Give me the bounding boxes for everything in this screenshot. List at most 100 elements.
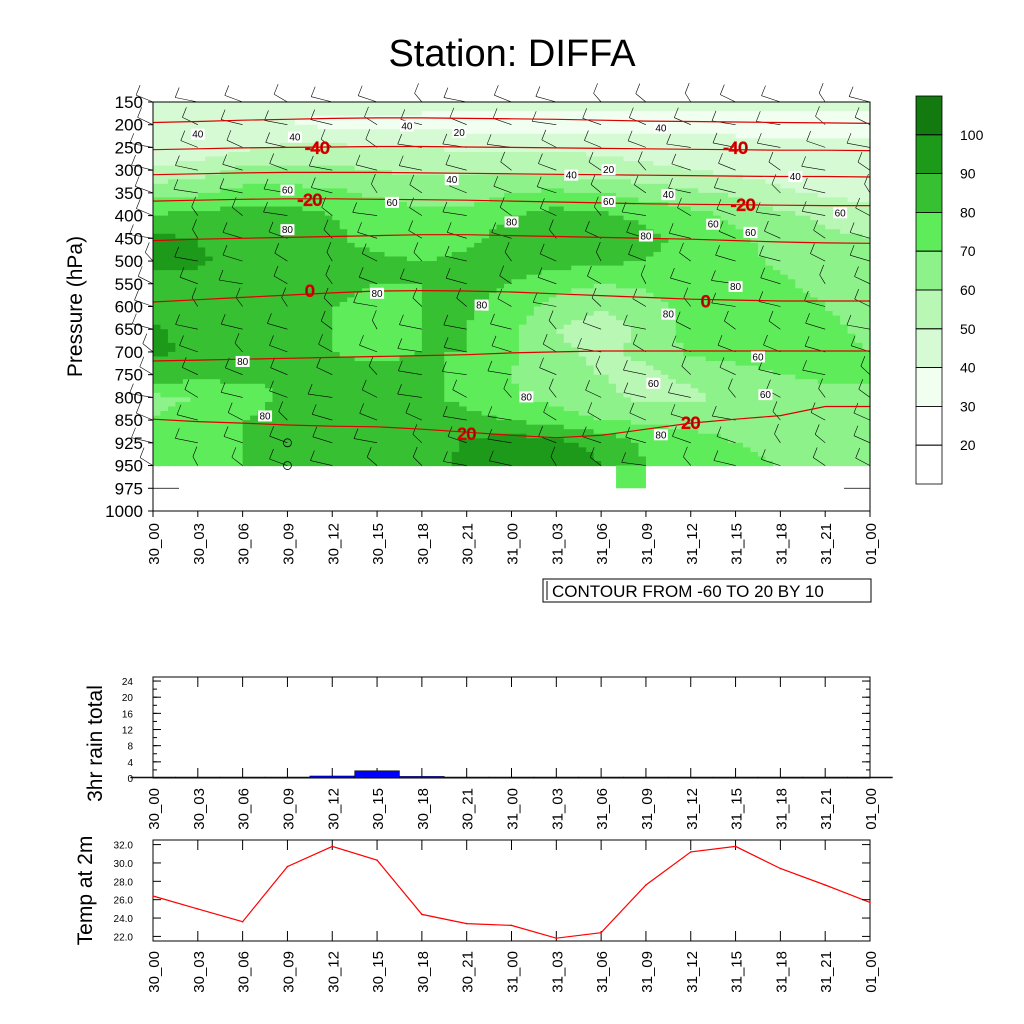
field-cell bbox=[504, 451, 513, 458]
field-cell bbox=[167, 374, 177, 380]
field-cell bbox=[265, 388, 274, 394]
field-cell bbox=[601, 224, 610, 230]
field-cell bbox=[182, 392, 191, 398]
field-cell bbox=[616, 156, 625, 162]
field-cell bbox=[563, 320, 572, 326]
field-cell bbox=[160, 233, 169, 239]
field-cell bbox=[571, 442, 580, 448]
field-cell bbox=[601, 420, 610, 426]
field-cell bbox=[339, 451, 348, 458]
field-cell bbox=[489, 315, 498, 321]
field-cell bbox=[302, 461, 311, 467]
field-cell bbox=[197, 438, 206, 444]
field-cell bbox=[160, 270, 169, 276]
field-cell bbox=[571, 292, 580, 299]
field-cell bbox=[608, 233, 617, 239]
field-cell bbox=[294, 383, 303, 389]
field-cell bbox=[586, 333, 595, 339]
field-cell bbox=[616, 188, 625, 194]
field-cell bbox=[601, 106, 610, 112]
field-cell bbox=[212, 356, 221, 362]
field-cell bbox=[429, 411, 438, 417]
field-cell bbox=[153, 211, 162, 217]
field-cell bbox=[571, 270, 580, 276]
field-cell bbox=[601, 151, 610, 158]
field-cell bbox=[227, 301, 236, 308]
field-cell bbox=[421, 297, 430, 303]
field-cell bbox=[339, 183, 348, 189]
field-cell bbox=[436, 215, 445, 221]
field-cell bbox=[481, 315, 490, 321]
field-cell bbox=[406, 301, 416, 308]
field-cell bbox=[586, 102, 595, 108]
field-cell bbox=[250, 265, 259, 271]
field-cell bbox=[339, 206, 348, 212]
field-cell bbox=[279, 220, 289, 226]
field-cell bbox=[160, 174, 169, 180]
field-cell bbox=[601, 156, 610, 162]
field-cell bbox=[608, 220, 617, 226]
field-cell bbox=[362, 206, 371, 212]
field-cell bbox=[235, 329, 244, 335]
field-cell bbox=[593, 461, 602, 467]
field-cell bbox=[392, 456, 401, 462]
field-cell bbox=[481, 111, 490, 117]
field-cell bbox=[601, 361, 610, 367]
field-cell bbox=[242, 324, 251, 330]
field-cell bbox=[175, 420, 184, 426]
field-cell bbox=[541, 265, 550, 271]
field-cell bbox=[586, 406, 595, 412]
field-cell bbox=[257, 370, 266, 376]
field-cell bbox=[392, 220, 401, 226]
field-cell bbox=[548, 115, 557, 121]
field-cell bbox=[160, 161, 169, 167]
field-cell bbox=[190, 315, 199, 321]
field-cell bbox=[324, 451, 333, 458]
field-cell bbox=[399, 220, 408, 226]
field-cell bbox=[317, 292, 326, 299]
field-cell bbox=[436, 438, 445, 444]
field-cell bbox=[459, 247, 468, 253]
field-cell bbox=[451, 224, 460, 230]
field-cell bbox=[541, 238, 550, 244]
field-cell bbox=[347, 206, 356, 212]
field-cell bbox=[205, 224, 214, 230]
field-cell bbox=[421, 270, 430, 276]
field-cell bbox=[489, 447, 498, 453]
field-cell bbox=[429, 342, 438, 348]
field-cell bbox=[608, 315, 617, 321]
field-cell bbox=[205, 261, 214, 267]
field-cell bbox=[421, 315, 430, 321]
field-cell bbox=[377, 165, 386, 171]
field-cell bbox=[242, 406, 251, 412]
field-cell bbox=[392, 161, 401, 167]
field-cell bbox=[190, 179, 199, 185]
field-cell bbox=[571, 411, 580, 417]
field-cell bbox=[257, 197, 266, 203]
field-cell bbox=[317, 229, 326, 235]
field-cell bbox=[220, 315, 229, 321]
field-cell bbox=[399, 370, 408, 376]
field-cell bbox=[444, 311, 453, 317]
field-cell bbox=[481, 451, 490, 458]
field-cell bbox=[504, 151, 513, 158]
field-cell bbox=[287, 315, 296, 321]
field-cell bbox=[317, 183, 326, 189]
field-cell bbox=[302, 424, 311, 430]
field-cell bbox=[220, 256, 229, 262]
field-cell bbox=[354, 392, 363, 398]
field-cell bbox=[339, 251, 348, 258]
field-cell bbox=[294, 242, 303, 249]
field-cell bbox=[279, 242, 289, 249]
field-cell bbox=[369, 365, 378, 371]
field-cell bbox=[504, 456, 513, 462]
field-cell bbox=[339, 351, 348, 358]
field-cell bbox=[444, 102, 453, 108]
field-cell bbox=[578, 442, 587, 448]
field-cell bbox=[294, 265, 303, 271]
field-cell bbox=[287, 174, 296, 180]
field-cell bbox=[197, 270, 206, 276]
field-cell bbox=[399, 311, 408, 317]
field-cell bbox=[399, 351, 408, 358]
field-cell bbox=[578, 111, 587, 117]
